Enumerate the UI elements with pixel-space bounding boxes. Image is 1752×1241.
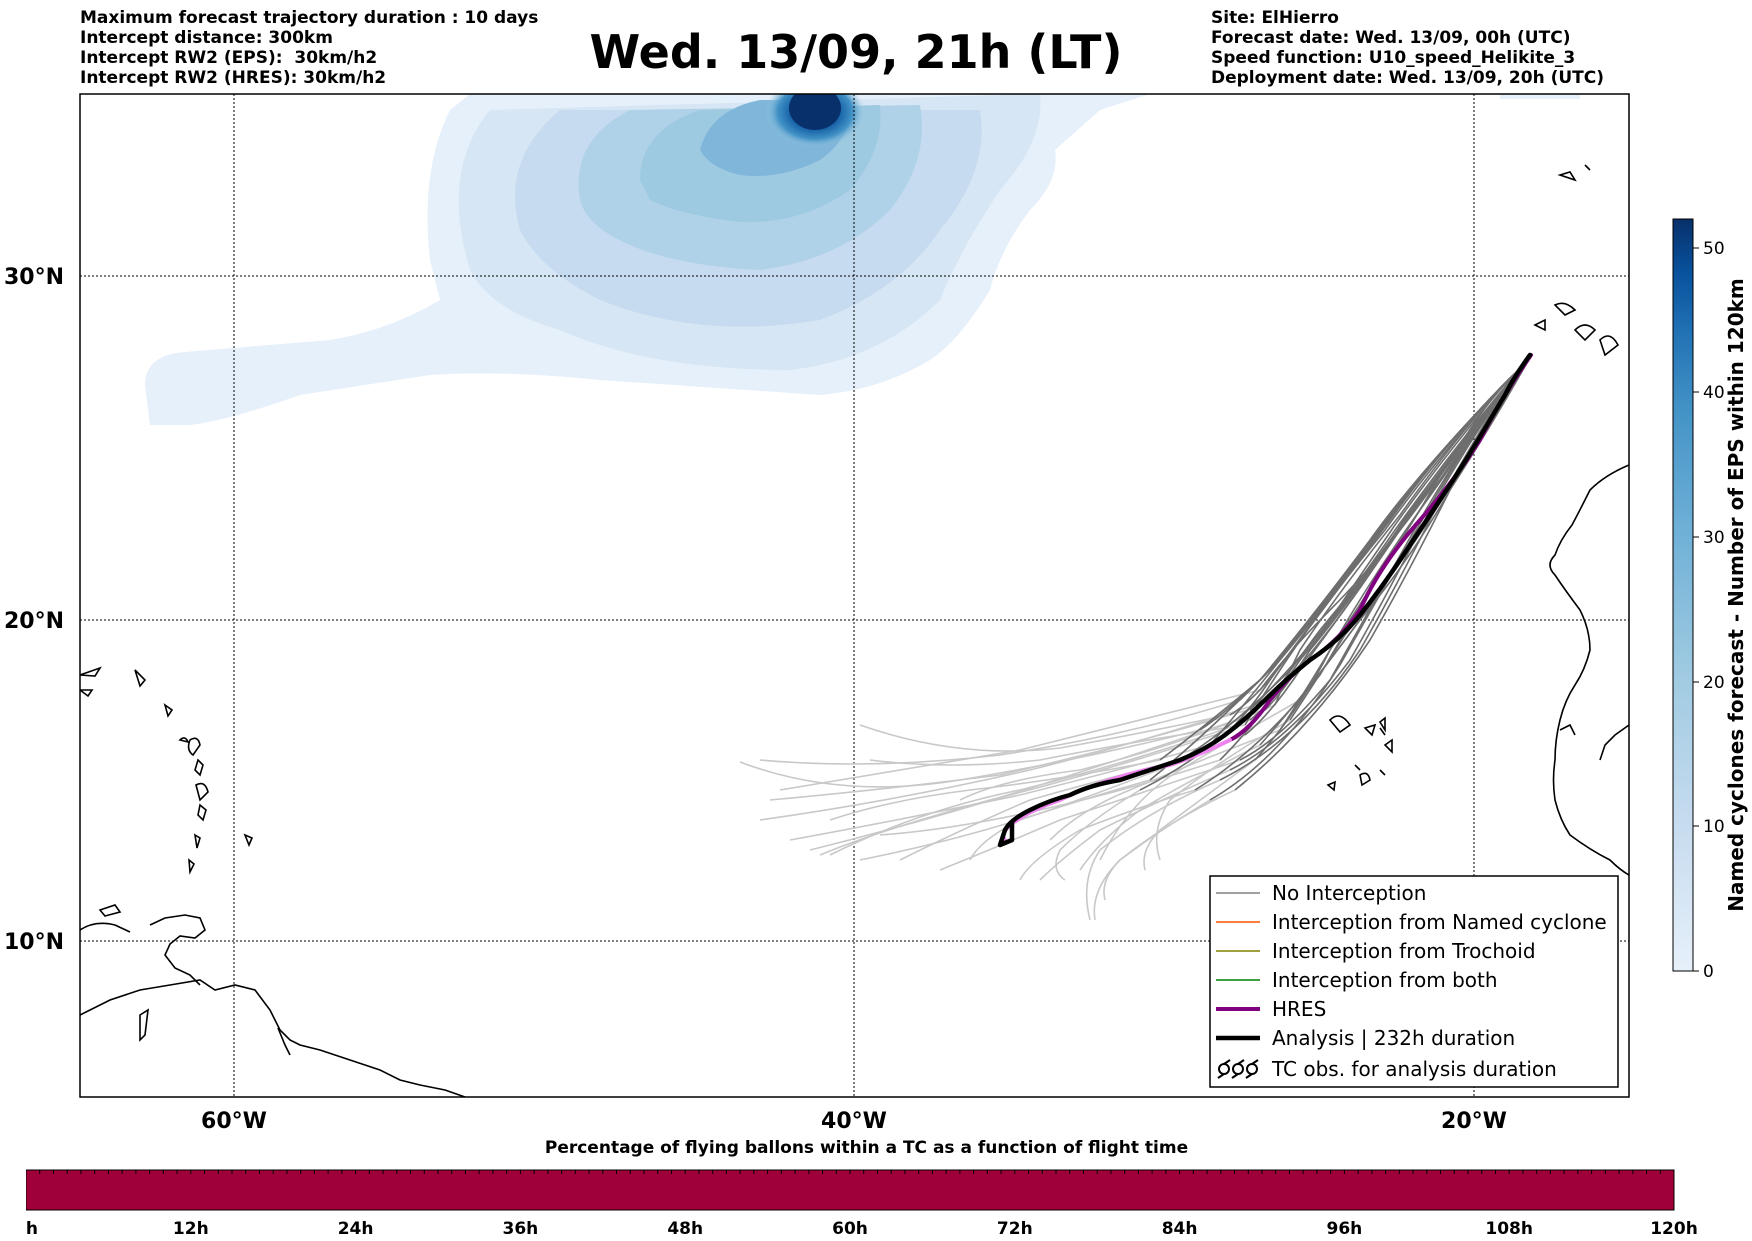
legend-label-hres: HRES [1272, 997, 1326, 1021]
colorbar-tick-20: 20 [1703, 673, 1725, 693]
analysis-trajectory [997, 352, 1533, 848]
time-bar-label: 72h [997, 1219, 1033, 1239]
time-bar-label: 60h [832, 1219, 868, 1239]
legend-label-both: Interception from both [1272, 968, 1498, 992]
lat-label-10n: 10°N [4, 930, 64, 955]
time-bar-label: 48h [667, 1219, 703, 1239]
time-bar-label: 84h [1162, 1219, 1198, 1239]
header-speed-function: Speed function: U10_speed_Helikite_3 [1211, 48, 1576, 68]
header-intercept-distance: Intercept distance: 300km [80, 28, 333, 48]
lon-label-60w: 60°W [201, 1109, 267, 1134]
time-bar-label: 120h [1650, 1219, 1698, 1239]
header-forecast-date: Forecast date: Wed. 13/09, 00h (UTC) [1211, 28, 1571, 48]
header-site-info: Site: ElHierro Forecast date: Wed. 13/09… [1211, 8, 1604, 88]
colorbar-title: Named cyclones forecast - Number of EPS … [1724, 278, 1748, 912]
header-deployment-date: Deployment date: Wed. 13/09, 20h (UTC) [1211, 68, 1605, 88]
time-bar-fill [26, 1169, 1675, 1211]
lon-label-40w: 40°W [821, 1109, 887, 1134]
colorbar-tick-50: 50 [1703, 239, 1725, 259]
header-intercept-eps: Intercept RW2 (EPS): 30km/h2 [80, 48, 378, 68]
time-bar-label: 12h [173, 1219, 209, 1239]
legend-box [1209, 875, 1619, 1088]
header-parameters: Maximum forecast trajectory duration : 1… [80, 8, 538, 88]
coastlines [80, 164, 1629, 1097]
time-bar-labels: 0h 12h 24h 36h 48h 60h 72h 84h 96h 108h 120h [26, 1219, 1698, 1239]
page-title: Wed. 13/09, 21h (LT) [589, 25, 1123, 79]
colorbar-tick-30: 30 [1703, 528, 1725, 548]
flight-time-bar: 0h 12h 24h 36h 48h 60h 72h 84h 96h 108h 120h [26, 1169, 1698, 1239]
header-site: Site: ElHierro [1211, 8, 1339, 28]
lat-label-30n: 30°N [4, 265, 64, 290]
time-bar-title: Percentage of flying ballons within a TC… [544, 1138, 1189, 1158]
legend-label-analysis: Analysis | 232h duration [1272, 1026, 1515, 1050]
time-bar-label: 0h [26, 1219, 38, 1239]
legend-label-named-cyclone: Interception from Named cyclone [1272, 910, 1607, 934]
map-frame [79, 93, 1630, 1098]
gridlines [80, 94, 1629, 1097]
colorbar-gradient [1672, 218, 1694, 972]
time-bar-label: 24h [338, 1219, 374, 1239]
time-bar-label: 96h [1327, 1219, 1363, 1239]
legend-label-trochoid: Interception from Trochoid [1272, 939, 1536, 963]
legend: No Interception Interception from Named … [1209, 875, 1619, 1088]
time-bar-label: 108h [1485, 1219, 1533, 1239]
time-bar-ticks [26, 1170, 1675, 1174]
lat-label-20n: 20°N [4, 609, 64, 634]
colorbar-tick-10: 10 [1703, 817, 1725, 837]
header-max-duration: Maximum forecast trajectory duration : 1… [80, 8, 539, 28]
lon-label-20w: 20°W [1441, 1109, 1507, 1134]
time-bar-label: 36h [503, 1219, 539, 1239]
hres-trajectory [1001, 353, 1533, 842]
colorbar: 0 10 20 30 40 50 Named cyclones forecast… [1672, 218, 1748, 982]
tc-obs-symbol-icon [1217, 1059, 1259, 1079]
colorbar-tick-40: 40 [1703, 383, 1725, 403]
cyclone-density-field [145, 94, 1580, 425]
legend-label-no-interception: No Interception [1272, 881, 1426, 905]
legend-label-tc-obs: TC obs. for analysis duration [1271, 1057, 1557, 1081]
header-intercept-hres: Intercept RW2 (HRES): 30km/h2 [80, 68, 387, 88]
colorbar-tick-0: 0 [1703, 962, 1714, 982]
